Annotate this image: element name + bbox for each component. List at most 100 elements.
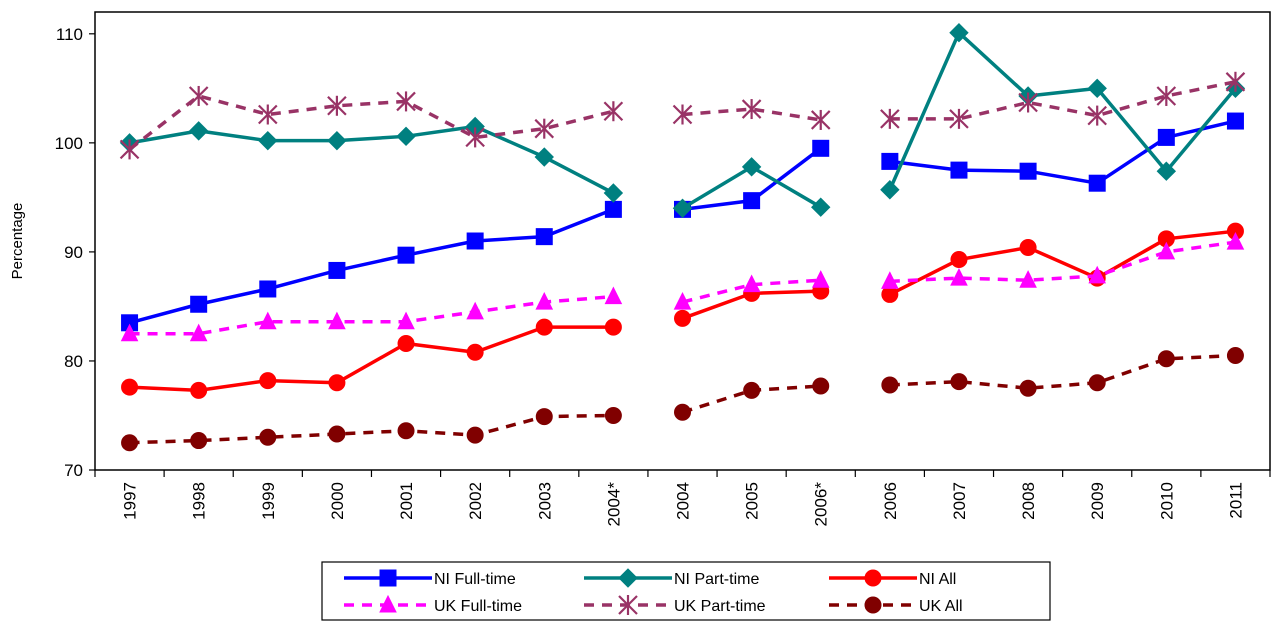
data-point bbox=[466, 301, 484, 320]
data-point bbox=[950, 161, 968, 179]
data-point bbox=[535, 291, 554, 310]
data-point bbox=[396, 126, 416, 147]
legend-label: NI Full-time bbox=[434, 571, 516, 588]
legend-label: NI Part-time bbox=[674, 571, 759, 588]
series-line-segment bbox=[682, 107, 822, 122]
series-line-segment bbox=[129, 325, 614, 393]
data-point bbox=[190, 295, 208, 313]
data-point bbox=[812, 377, 830, 395]
x-tick-label: 2001 bbox=[397, 482, 416, 520]
data-point bbox=[881, 376, 899, 394]
data-point bbox=[672, 104, 693, 125]
data-point bbox=[259, 372, 277, 390]
data-point bbox=[190, 381, 208, 399]
data-point bbox=[950, 251, 968, 269]
data-point bbox=[328, 261, 346, 279]
data-point bbox=[1019, 239, 1037, 257]
legend-entry: UK Part-time bbox=[584, 595, 766, 615]
legend-entry: NI All bbox=[829, 569, 956, 588]
data-point bbox=[397, 422, 415, 440]
data-point bbox=[1226, 347, 1244, 364]
series-line-segment bbox=[889, 353, 1236, 390]
data-point bbox=[1018, 92, 1038, 113]
data-point bbox=[1157, 241, 1176, 260]
legend-entry: NI Part-time bbox=[584, 568, 759, 588]
series-line-segment bbox=[682, 278, 821, 304]
series-line-segment bbox=[889, 119, 1236, 185]
data-point bbox=[604, 286, 623, 305]
legend-label: UK All bbox=[919, 598, 963, 615]
data-point bbox=[119, 139, 140, 160]
data-point bbox=[466, 232, 484, 250]
legend-label: UK Full-time bbox=[434, 598, 522, 615]
data-point bbox=[1088, 174, 1106, 192]
data-point bbox=[742, 274, 761, 293]
data-point bbox=[327, 95, 347, 116]
data-point bbox=[741, 157, 762, 177]
data-point bbox=[1226, 112, 1244, 130]
series-uk-part-time bbox=[119, 71, 1246, 160]
legend-label: NI All bbox=[919, 571, 956, 588]
data-point bbox=[1157, 350, 1175, 368]
y-axis-title: Percentage bbox=[9, 203, 26, 280]
data-point bbox=[188, 85, 209, 106]
data-point bbox=[811, 270, 830, 288]
series-line-segment bbox=[128, 94, 614, 151]
data-point bbox=[535, 408, 553, 426]
data-point bbox=[1087, 105, 1107, 126]
data-point bbox=[534, 147, 554, 167]
y-tick-label: 70 bbox=[64, 461, 83, 480]
legend-box bbox=[321, 561, 1051, 621]
y-tick-label: 110 bbox=[56, 25, 83, 44]
data-point bbox=[1087, 78, 1107, 99]
data-point bbox=[120, 323, 139, 342]
data-point bbox=[466, 343, 484, 361]
legend-entry: UK All bbox=[829, 596, 963, 615]
data-point bbox=[397, 246, 415, 264]
series-line-segment bbox=[129, 207, 615, 325]
series-line-segment bbox=[889, 229, 1236, 296]
data-point bbox=[327, 130, 347, 151]
data-point bbox=[328, 311, 346, 330]
x-tick-label: 2006 bbox=[881, 482, 900, 520]
data-point bbox=[743, 381, 761, 399]
x-tick-label: 2004* bbox=[604, 482, 623, 527]
data-point bbox=[880, 108, 900, 129]
x-tick-label: 1998 bbox=[190, 482, 209, 520]
legend-entry: NI Full-time bbox=[344, 569, 516, 588]
data-point bbox=[121, 434, 139, 452]
data-point bbox=[1225, 71, 1246, 92]
data-point bbox=[741, 99, 762, 120]
data-point bbox=[603, 101, 624, 122]
series-line-segment bbox=[888, 30, 1237, 191]
data-point bbox=[535, 318, 553, 336]
data-point bbox=[397, 311, 415, 330]
legend-label: UK Part-time bbox=[674, 598, 766, 615]
series-uk-all bbox=[121, 347, 1244, 452]
series-line-segment bbox=[129, 413, 614, 445]
data-point bbox=[397, 335, 415, 353]
data-point bbox=[950, 373, 968, 391]
data-point bbox=[466, 426, 484, 444]
data-point bbox=[674, 403, 691, 421]
data-point bbox=[534, 118, 555, 139]
data-point bbox=[604, 318, 622, 336]
data-point bbox=[189, 323, 208, 342]
x-tick-label: 1999 bbox=[259, 482, 278, 520]
data-point bbox=[603, 183, 624, 203]
data-point bbox=[1019, 270, 1037, 288]
data-point bbox=[604, 406, 622, 424]
x-tick-label: 2004 bbox=[674, 482, 693, 520]
series-line-segment bbox=[129, 124, 615, 195]
series-line-segment bbox=[889, 240, 1236, 284]
series-line-segment bbox=[889, 80, 1236, 121]
data-point bbox=[1088, 265, 1107, 284]
data-point bbox=[673, 291, 692, 310]
data-point bbox=[258, 130, 278, 151]
y-tick-label: 100 bbox=[55, 134, 83, 153]
data-point bbox=[672, 198, 693, 218]
series-ni-all bbox=[121, 222, 1244, 399]
legend-entry: UK Full-time bbox=[344, 594, 522, 615]
data-point bbox=[949, 23, 969, 43]
